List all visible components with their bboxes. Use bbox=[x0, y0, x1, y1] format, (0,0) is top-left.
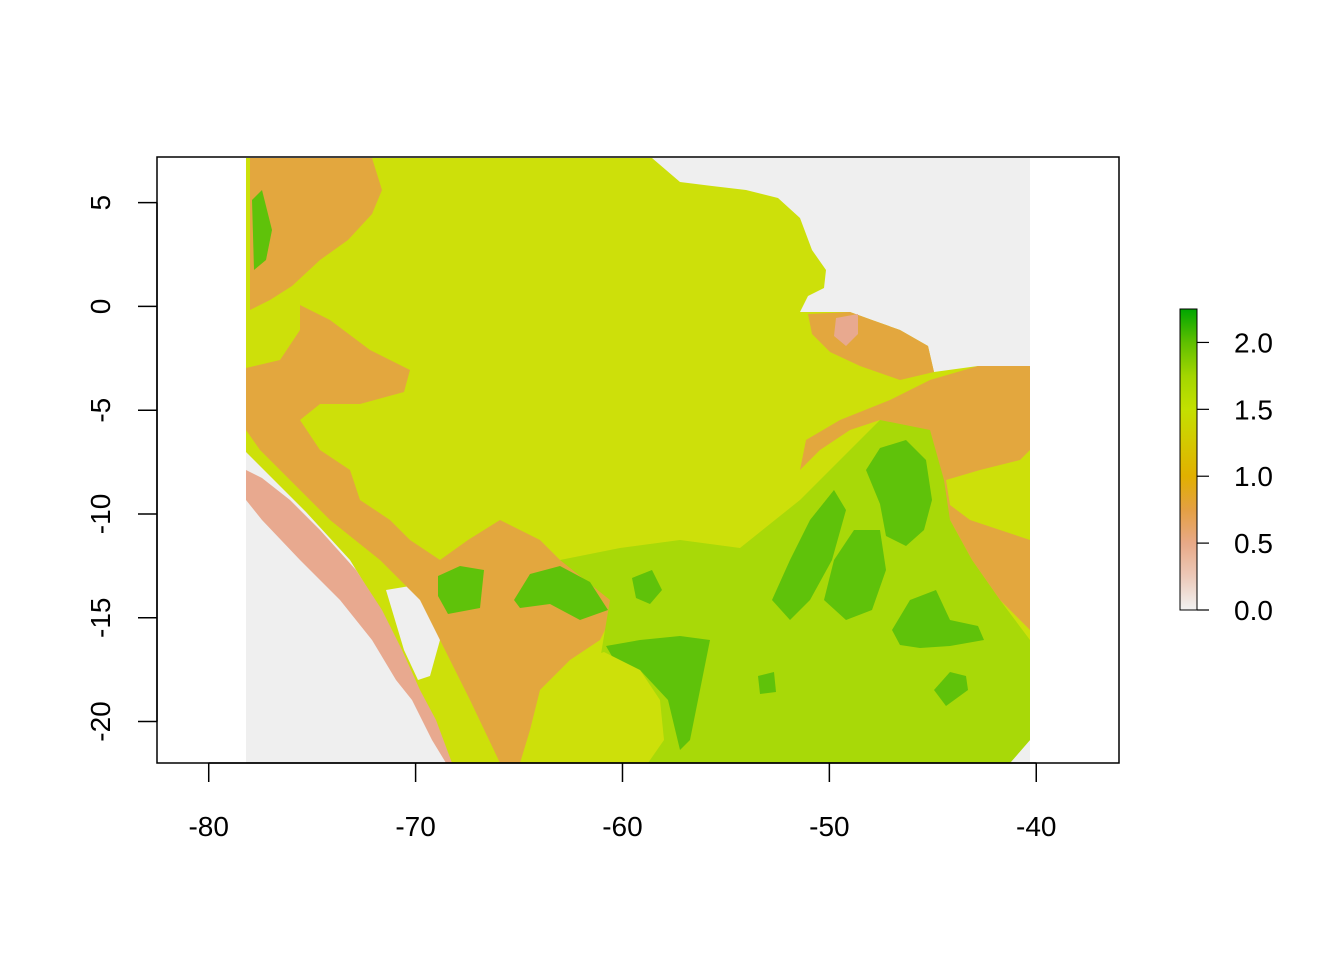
region-north-andes-green bbox=[252, 190, 272, 270]
region-high-7 bbox=[438, 566, 484, 614]
region-andes-slope bbox=[246, 305, 620, 763]
x-tick-label: -50 bbox=[809, 811, 849, 842]
region-high-2 bbox=[772, 490, 846, 620]
legend-colorbar bbox=[1179, 308, 1198, 611]
color-legend: 0.0 0.5 1.0 1.5 2.0 bbox=[1179, 308, 1273, 626]
region-south-lowland bbox=[556, 652, 664, 763]
region-east-inner bbox=[946, 450, 1030, 540]
region-high-5 bbox=[606, 636, 710, 750]
region-high-1 bbox=[866, 440, 932, 546]
y-tick-label: 5 bbox=[85, 195, 116, 211]
y-tick-label: -5 bbox=[85, 398, 116, 423]
region-high-8 bbox=[632, 570, 662, 604]
x-tick-label: -40 bbox=[1016, 811, 1056, 842]
legend-tick-label: 1.5 bbox=[1234, 394, 1273, 425]
region-high-9 bbox=[934, 672, 968, 706]
region-amazon-mouth bbox=[834, 314, 858, 346]
region-high-10 bbox=[758, 672, 776, 694]
y-tick-label: -10 bbox=[85, 494, 116, 534]
region-north-andes bbox=[250, 158, 382, 310]
x-tick-label: -70 bbox=[395, 811, 435, 842]
region-east-dry bbox=[800, 366, 1030, 630]
legend-tick-label: 1.0 bbox=[1234, 461, 1273, 492]
legend-tick-label: 2.0 bbox=[1234, 327, 1273, 358]
region-high-6 bbox=[514, 566, 608, 620]
x-tick-label: -60 bbox=[602, 811, 642, 842]
y-tick-label: 0 bbox=[85, 299, 116, 315]
region-high-4 bbox=[892, 590, 984, 648]
y-tick-label: -20 bbox=[85, 701, 116, 741]
x-axis: -80 -70 -60 -50 -40 bbox=[188, 762, 1056, 842]
legend-tick-label: 0.0 bbox=[1234, 595, 1273, 626]
raster-layer bbox=[246, 158, 1030, 763]
y-axis: 5 0 -5 -10 -15 -20 bbox=[85, 195, 158, 742]
legend-tick-label: 0.5 bbox=[1234, 528, 1273, 559]
region-andes-low bbox=[246, 470, 452, 763]
x-tick-label: -80 bbox=[188, 811, 228, 842]
y-tick-label: -15 bbox=[85, 597, 116, 637]
region-high-3 bbox=[824, 530, 886, 620]
